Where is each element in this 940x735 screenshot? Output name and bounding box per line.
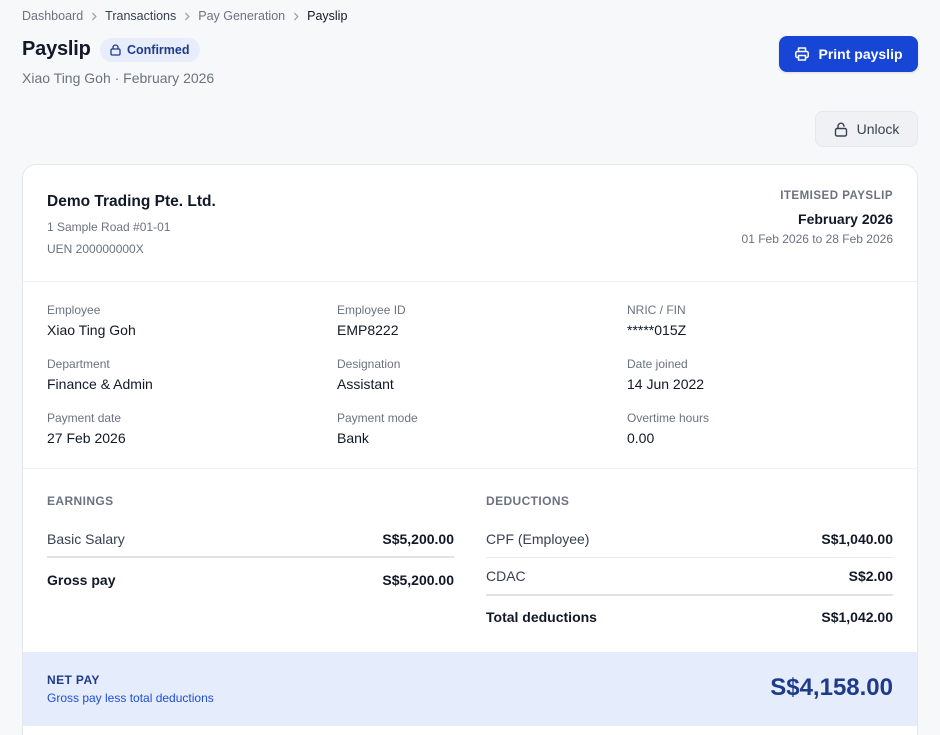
payment-date-label: Payment date — [47, 411, 122, 425]
net-pay-description: Gross pay less total deductions — [47, 691, 214, 705]
breadcrumb-pay-generation[interactable]: Pay Generation — [198, 9, 286, 23]
net-pay-banner: NET PAY Gross pay less total deductions … — [23, 652, 917, 726]
payslip-card: Demo Trading Pte. Ltd. 1 Sample Road #01… — [22, 164, 918, 735]
breadcrumb: Dashboard Transactions Pay Generation Pa… — [22, 8, 347, 24]
lock-icon — [110, 44, 121, 56]
gross-pay-label: Gross pay — [47, 572, 116, 588]
status-badge: Confirmed — [100, 38, 200, 62]
employee-id-value: EMP8222 — [337, 322, 399, 338]
net-pay-amount: S$4,158.00 — [770, 674, 893, 701]
status-badge-label: Confirmed — [127, 43, 190, 57]
overtime-hours-label: Overtime hours — [627, 411, 710, 425]
payslip-period: 01 Feb 2026 to 28 Feb 2026 — [741, 232, 893, 246]
divider — [486, 594, 893, 596]
print-payslip-label: Print payslip — [818, 46, 903, 62]
chevron-right-icon — [285, 12, 307, 21]
department-label: Department — [47, 357, 110, 371]
page-title: Payslip — [22, 38, 91, 60]
nric-label: NRIC / FIN — [627, 303, 686, 317]
net-pay-label: NET PAY — [47, 673, 100, 687]
employee-label: Employee — [47, 303, 101, 317]
deduction-amount: S$2.00 — [848, 568, 893, 584]
earning-label: Basic Salary — [47, 531, 125, 547]
total-deductions-row: Total deductions S$1,042.00 — [486, 606, 893, 628]
print-payslip-button[interactable]: Print payslip — [779, 36, 918, 72]
department-value: Finance & Admin — [47, 376, 153, 392]
nric-value: *****015Z — [627, 322, 687, 338]
page-subtitle: Xiao Ting Goh · February 2026 — [22, 70, 215, 86]
date-joined-label: Date joined — [627, 357, 688, 371]
unlock-button[interactable]: Unlock — [815, 111, 918, 147]
unlock-icon — [834, 122, 848, 137]
divider — [23, 281, 917, 282]
deduction-label: CDAC — [486, 568, 526, 584]
deduction-label: CPF (Employee) — [486, 531, 590, 547]
designation-value: Assistant — [337, 376, 394, 392]
divider — [47, 556, 454, 558]
deduction-row: CDAC S$2.00 — [486, 565, 893, 587]
deduction-row: CPF (Employee) S$1,040.00 — [486, 528, 893, 550]
breadcrumb-payslip: Payslip — [307, 9, 348, 23]
payslip-month: February 2026 — [798, 211, 893, 227]
payslip-type-label: ITEMISED PAYSLIP — [780, 190, 893, 202]
designation-label: Designation — [337, 357, 401, 371]
payment-date-value: 27 Feb 2026 — [47, 430, 126, 446]
company-address: 1 Sample Road #01-01 — [47, 220, 171, 234]
employee-id-label: Employee ID — [337, 303, 406, 317]
deductions-heading: DEDUCTIONS — [486, 494, 570, 508]
earning-row: Basic Salary S$5,200.00 — [47, 528, 454, 550]
deduction-amount: S$1,040.00 — [821, 531, 893, 547]
overtime-hours-value: 0.00 — [627, 430, 655, 446]
payment-mode-label: Payment mode — [337, 411, 418, 425]
divider — [486, 557, 893, 558]
chevron-right-icon — [83, 12, 105, 21]
breadcrumb-transactions[interactable]: Transactions — [105, 9, 177, 23]
date-joined-value: 14 Jun 2022 — [627, 376, 705, 392]
divider — [23, 468, 917, 469]
total-deductions-amount: S$1,042.00 — [821, 609, 893, 625]
unlock-label: Unlock — [856, 121, 900, 137]
company-uen: UEN 200000000X — [47, 242, 144, 256]
employee-value: Xiao Ting Goh — [47, 322, 136, 338]
company-name: Demo Trading Pte. Ltd. — [47, 193, 216, 210]
breadcrumb-dashboard[interactable]: Dashboard — [22, 9, 84, 23]
gross-pay-amount: S$5,200.00 — [382, 572, 454, 588]
chevron-right-icon — [176, 12, 198, 21]
gross-pay-row: Gross pay S$5,200.00 — [47, 569, 454, 591]
earning-amount: S$5,200.00 — [382, 531, 454, 547]
total-deductions-label: Total deductions — [486, 609, 597, 625]
payment-mode-value: Bank — [337, 430, 369, 446]
printer-icon — [794, 46, 810, 62]
earnings-heading: EARNINGS — [47, 494, 114, 508]
